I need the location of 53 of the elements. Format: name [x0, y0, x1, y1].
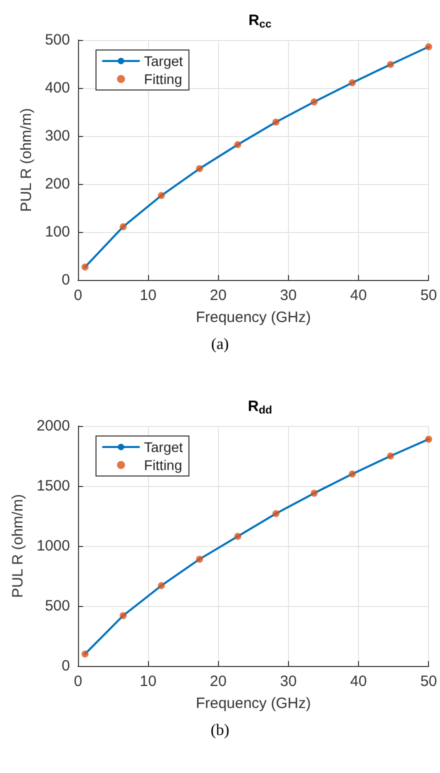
y-tick-label: 300: [44, 128, 70, 144]
x-tick-label: 40: [350, 673, 367, 690]
point: [158, 192, 165, 200]
x-tick-label: 0: [74, 673, 82, 690]
point: [348, 79, 356, 86]
y-tick-label: 500: [44, 32, 70, 48]
y-tick-label: 2000: [36, 418, 70, 434]
text: (a): [210, 336, 230, 354]
legend-label: Target: [144, 439, 184, 455]
point: [387, 60, 394, 68]
x-tick-label: 40: [350, 287, 367, 304]
x-axis-title: Frequency (GHz): [196, 695, 311, 712]
y-tick-label: 100: [44, 224, 70, 240]
point: [425, 436, 432, 443]
point: [425, 43, 432, 50]
x-tick-label: 20: [210, 673, 227, 690]
x-axis-title: Frequency (GHz): [196, 309, 311, 326]
point: [272, 510, 280, 518]
point: [234, 141, 242, 148]
y-axis-title: PUL R (ohm/m): [10, 494, 27, 598]
y-tick-label: 0: [62, 272, 70, 288]
y-tick-label: 400: [44, 80, 70, 96]
point: [272, 118, 280, 126]
point: [310, 98, 318, 106]
x-tick-label: 30: [280, 673, 297, 690]
legend-label: Fitting: [144, 71, 182, 87]
text: (b): [210, 722, 230, 740]
y-tick-label: 500: [44, 598, 70, 614]
point: [234, 532, 242, 540]
x-tick-label: 50: [420, 673, 437, 690]
x-tick-label: 20: [210, 287, 227, 304]
legend-label: Target: [144, 53, 184, 69]
point: [120, 223, 127, 230]
point: [310, 490, 318, 497]
point: [196, 165, 204, 172]
x-tick-label: 0: [74, 287, 82, 304]
x-tick-label: 50: [420, 287, 437, 304]
x-tick-label: 10: [140, 673, 156, 690]
y-axis-title: PUL R (ohm/m): [18, 108, 35, 212]
legend-label: Fitting: [144, 457, 182, 473]
y-tick-label: 1500: [36, 478, 70, 494]
point: [82, 264, 89, 271]
point: [348, 470, 356, 478]
point: [387, 452, 394, 460]
point: [120, 612, 127, 620]
x-tick-label: 30: [280, 287, 297, 304]
y-tick-label: 0: [62, 658, 70, 674]
y-tick-label: 200: [44, 176, 70, 192]
point: [82, 650, 89, 658]
y-tick-label: 1000: [36, 538, 70, 554]
point: [158, 582, 165, 590]
x-tick-label: 10: [140, 287, 156, 304]
point: [196, 556, 204, 563]
